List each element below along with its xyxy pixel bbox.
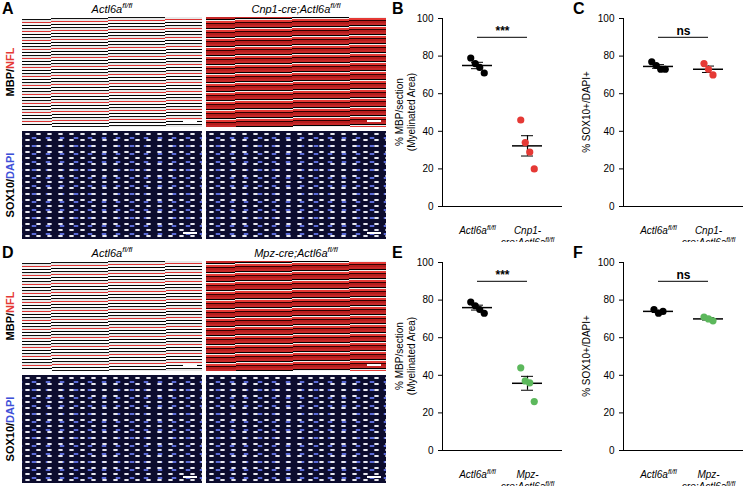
svg-text:0: 0 — [428, 445, 434, 456]
svg-text:40: 40 — [603, 370, 615, 381]
svg-text:ns: ns — [676, 24, 690, 38]
html-text:% MBP/section: % MBP/section — [394, 322, 406, 390]
svg-text:80: 80 — [422, 50, 434, 61]
svg-text:80: 80 — [422, 294, 434, 305]
html-text:(Myelinated Area): (Myelinated Area) — [406, 316, 418, 396]
html-text:D: D — [2, 244, 14, 261]
svg-text:Actl6afl/fl: Actl6afl/fl — [458, 468, 496, 480]
svg-text:20: 20 — [422, 163, 434, 174]
svg-text:40: 40 — [422, 370, 434, 381]
html-text:F: F — [573, 244, 583, 261]
svg-text:Actl6afl/fl: Actl6afl/fl — [639, 224, 677, 236]
svg-text:ns: ns — [676, 268, 690, 282]
svg-text:20: 20 — [603, 407, 615, 418]
svg-text:Cnp1-cre;Actl6afl/fl: Cnp1-cre;Actl6afl/fl — [501, 225, 555, 242]
html-text:DAPI: DAPI — [3, 396, 16, 423]
svg-text:Actl6afl/fl: Actl6afl/fl — [458, 224, 496, 236]
svg-text:0: 0 — [609, 445, 615, 456]
svg-text:***: *** — [495, 24, 509, 38]
html-text:Cnp1-cre;Actl6afl/fl: Cnp1-cre;Actl6afl/fl — [251, 1, 341, 15]
svg-text:***: *** — [495, 268, 509, 282]
html-text:SOX10/: SOX10/ — [3, 178, 16, 218]
html-text:NFL: NFL — [3, 291, 16, 313]
html-text:SOX10/: SOX10/ — [3, 422, 16, 462]
svg-text:20: 20 — [422, 407, 434, 418]
svg-text:Actl6afl/fl: Actl6afl/fl — [639, 468, 677, 480]
html-text:% SOX10+/DAPI+: % SOX10+/DAPI+ — [580, 315, 592, 397]
svg-text:20: 20 — [603, 163, 615, 174]
html-text:B: B — [392, 0, 404, 17]
html-text:Mpz-cre;Actl6afl/fl: Mpz-cre;Actl6afl/fl — [254, 245, 338, 259]
html-text:E: E — [392, 244, 403, 261]
html-text:Actl6afl/fl: Actl6afl/fl — [91, 245, 133, 259]
svg-text:60: 60 — [422, 88, 434, 99]
svg-text:Mpz-cre;Actl6afl/fl: Mpz-cre;Actl6afl/fl — [682, 469, 736, 486]
html-text:A: A — [2, 0, 14, 17]
svg-text:80: 80 — [603, 294, 615, 305]
svg-text:100: 100 — [417, 13, 434, 24]
html-text:DAPI: DAPI — [3, 152, 16, 179]
html-text:(Myelinated Area): (Myelinated Area) — [406, 72, 418, 152]
svg-text:0: 0 — [428, 201, 434, 212]
html-text:NFL: NFL — [3, 47, 16, 69]
svg-text:Cnp1-cre;Actl6afl/fl: Cnp1-cre;Actl6afl/fl — [682, 225, 736, 242]
svg-text:40: 40 — [603, 126, 615, 137]
html-text:% SOX10+/DAPI+: % SOX10+/DAPI+ — [580, 71, 592, 153]
svg-text:100: 100 — [598, 257, 615, 268]
svg-text:0: 0 — [609, 201, 615, 212]
svg-text:80: 80 — [603, 50, 615, 61]
svg-text:60: 60 — [603, 88, 615, 99]
html-text:MBP/: MBP/ — [3, 312, 16, 341]
html-text:MBP/: MBP/ — [3, 68, 16, 97]
svg-text:Mpz-cre;Actl6afl/fl: Mpz-cre;Actl6afl/fl — [501, 469, 555, 486]
svg-text:100: 100 — [417, 257, 434, 268]
svg-text:60: 60 — [603, 332, 615, 343]
html-text:C: C — [573, 0, 585, 17]
html-text:Actl6afl/fl: Actl6afl/fl — [91, 1, 133, 15]
svg-text:40: 40 — [422, 126, 434, 137]
html-text:% MBP/section: % MBP/section — [394, 78, 406, 146]
svg-text:60: 60 — [422, 332, 434, 343]
svg-text:100: 100 — [598, 13, 615, 24]
